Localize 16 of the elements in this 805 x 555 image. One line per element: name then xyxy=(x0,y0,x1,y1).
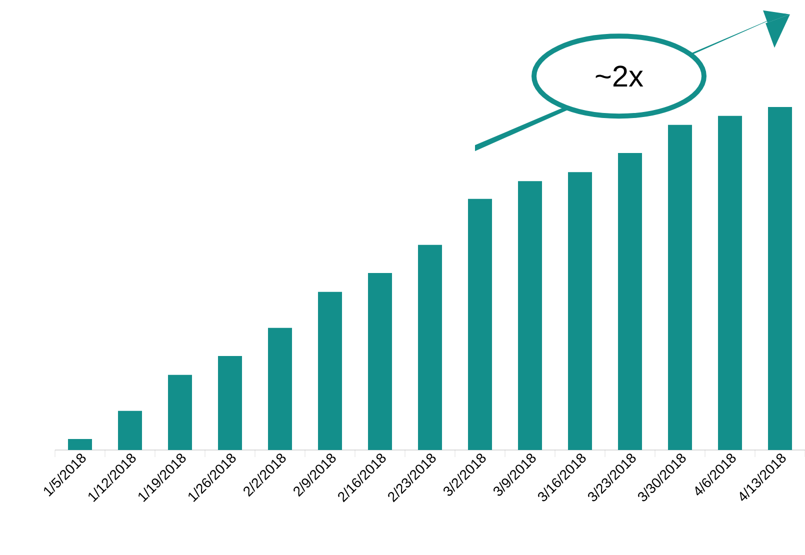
bar xyxy=(518,181,542,450)
bar xyxy=(118,410,142,450)
bar xyxy=(768,106,792,450)
bar xyxy=(218,356,242,450)
bar xyxy=(418,244,442,450)
bar xyxy=(318,292,342,450)
bar xyxy=(268,328,292,450)
bar xyxy=(168,374,192,450)
bar xyxy=(718,116,742,450)
bar xyxy=(468,198,492,450)
bar xyxy=(668,124,692,450)
bar xyxy=(568,172,592,450)
text: ~2x xyxy=(596,66,644,87)
bar xyxy=(368,273,392,450)
bar xyxy=(68,439,92,450)
bar xyxy=(618,152,642,450)
